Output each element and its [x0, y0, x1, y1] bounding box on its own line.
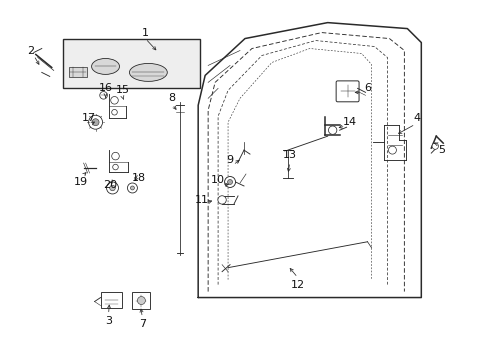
Circle shape	[224, 176, 235, 188]
Text: 14: 14	[342, 117, 356, 127]
Text: 8: 8	[168, 93, 176, 103]
Text: 1: 1	[142, 28, 148, 37]
Text: 17: 17	[81, 113, 96, 123]
Circle shape	[130, 186, 134, 190]
Circle shape	[88, 115, 102, 129]
Text: 12: 12	[290, 280, 304, 289]
Bar	[62, 39, 200, 88]
FancyBboxPatch shape	[132, 292, 150, 310]
Text: 3: 3	[105, 316, 112, 327]
FancyBboxPatch shape	[335, 81, 358, 102]
Circle shape	[112, 164, 118, 170]
Text: 11: 11	[195, 195, 209, 205]
Circle shape	[100, 91, 107, 99]
Circle shape	[111, 109, 117, 115]
Text: 13: 13	[282, 150, 296, 160]
FancyBboxPatch shape	[68, 67, 86, 77]
Circle shape	[387, 146, 396, 154]
Text: 5: 5	[437, 145, 444, 155]
Text: 6: 6	[363, 84, 370, 93]
Circle shape	[109, 185, 115, 191]
Ellipse shape	[91, 58, 119, 75]
Text: 9: 9	[226, 155, 233, 165]
Text: 10: 10	[211, 175, 224, 185]
Circle shape	[106, 182, 118, 194]
Text: 15: 15	[115, 85, 129, 95]
Circle shape	[92, 119, 99, 126]
Circle shape	[111, 152, 119, 160]
FancyBboxPatch shape	[101, 292, 122, 307]
Circle shape	[137, 297, 145, 305]
Circle shape	[127, 183, 137, 193]
Text: 4: 4	[413, 113, 420, 123]
Text: 18: 18	[131, 173, 145, 183]
Ellipse shape	[129, 63, 167, 81]
Text: 16: 16	[99, 84, 112, 93]
Text: 2: 2	[27, 45, 34, 55]
Text: 19: 19	[73, 177, 87, 187]
Circle shape	[328, 126, 336, 134]
Text: 20: 20	[103, 180, 117, 190]
Text: 7: 7	[139, 319, 145, 329]
Circle shape	[110, 96, 118, 104]
Circle shape	[431, 143, 438, 149]
Circle shape	[227, 180, 232, 184]
Circle shape	[218, 196, 226, 204]
